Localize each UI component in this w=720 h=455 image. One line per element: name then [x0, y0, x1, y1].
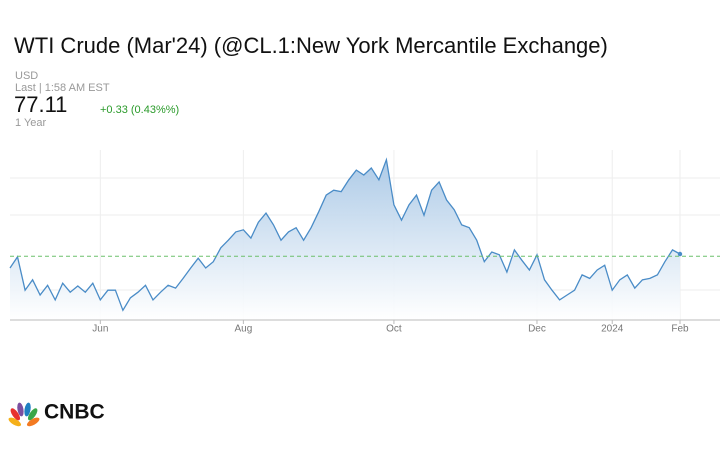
x-tick-label: 2024: [601, 324, 624, 335]
x-tick-label: Feb: [671, 324, 689, 335]
change: +0.33 (0.43%%): [100, 104, 179, 116]
last-price: 77.11: [14, 92, 67, 117]
currency: USD: [15, 70, 38, 82]
last-point: [677, 251, 683, 257]
title: WTI Crude (Mar'24) (@CL.1:New York Merca…: [14, 33, 608, 58]
x-tick-label: Aug: [234, 324, 252, 335]
logo-text: CNBC: [44, 401, 105, 424]
logo: CNBC: [8, 401, 105, 427]
line: [9, 157, 681, 312]
area: [10, 159, 680, 320]
last-label: Last | 1:58 AM EST: [15, 82, 110, 94]
x-tick-label: Jun: [92, 324, 108, 335]
period: 1 Year: [15, 117, 47, 129]
x-tick-label: Oct: [386, 324, 402, 335]
x-tick-label: Dec: [528, 324, 546, 335]
